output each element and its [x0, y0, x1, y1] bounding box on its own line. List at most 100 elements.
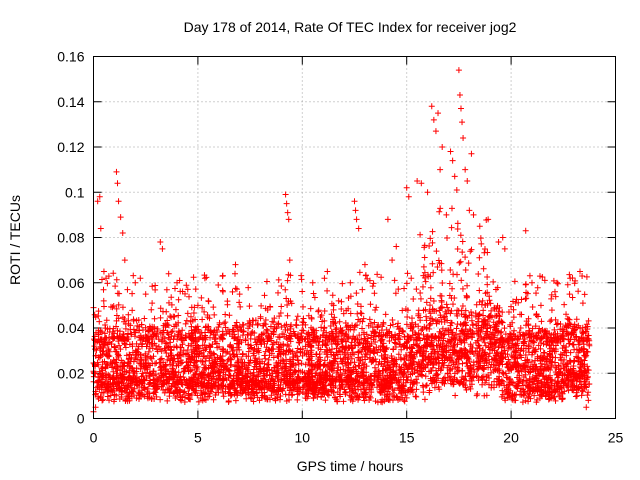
data-point	[454, 341, 461, 348]
data-point	[168, 294, 175, 301]
data-point	[298, 332, 305, 339]
data-point	[319, 338, 326, 345]
data-point	[448, 224, 455, 231]
data-point	[571, 280, 578, 287]
data-point	[204, 311, 211, 318]
data-point	[262, 355, 269, 362]
data-point	[269, 387, 276, 394]
data-point	[401, 387, 408, 394]
data-point	[348, 339, 355, 346]
data-point	[577, 378, 584, 385]
data-point	[285, 271, 292, 278]
data-point	[484, 249, 491, 256]
data-point	[465, 369, 472, 376]
data-point	[569, 387, 576, 394]
data-point	[397, 374, 404, 381]
data-point	[544, 379, 551, 386]
axis-tick-labels: 00.020.040.060.080.10.120.140.160 5 10 15 20…	[57, 49, 623, 446]
data-point	[235, 366, 242, 373]
data-point	[586, 341, 593, 348]
data-point	[429, 228, 436, 235]
data-point	[360, 379, 367, 386]
data-point	[579, 300, 586, 307]
data-point	[499, 309, 506, 316]
data-point	[141, 393, 148, 400]
data-point	[191, 350, 198, 357]
data-point	[446, 280, 453, 287]
data-point	[237, 303, 244, 310]
data-point	[256, 397, 263, 404]
data-point	[457, 258, 464, 265]
data-point	[567, 359, 574, 366]
data-point	[302, 375, 309, 382]
data-point	[436, 208, 443, 215]
data-point	[478, 326, 485, 333]
data-point	[546, 351, 553, 358]
data-point	[222, 319, 229, 326]
data-point	[204, 393, 211, 400]
data-point	[378, 274, 385, 281]
data-point	[565, 377, 572, 384]
data-point	[538, 386, 545, 393]
data-point	[298, 272, 305, 279]
data-point	[548, 307, 555, 314]
data-point	[246, 323, 253, 330]
data-point	[549, 377, 556, 384]
data-point	[375, 321, 382, 328]
data-point	[345, 334, 352, 341]
data-point	[245, 284, 252, 291]
data-point	[332, 355, 339, 362]
data-point	[276, 334, 283, 341]
data-point	[240, 328, 247, 335]
data-point	[551, 335, 558, 342]
data-point	[182, 320, 189, 327]
data-point	[199, 304, 206, 311]
data-point	[320, 362, 327, 369]
data-point	[271, 325, 278, 332]
data-point	[173, 387, 180, 394]
data-point	[154, 381, 161, 388]
data-point	[229, 347, 236, 354]
data-point	[427, 284, 434, 291]
data-point	[484, 281, 491, 288]
data-point	[184, 286, 191, 293]
data-point	[447, 366, 454, 373]
data-point	[213, 389, 220, 396]
data-point	[227, 341, 234, 348]
data-point	[241, 361, 248, 368]
data-point	[536, 336, 543, 343]
data-point	[163, 350, 170, 357]
data-point	[550, 277, 557, 284]
data-point	[510, 348, 517, 355]
chart-title: Day 178 of 2014, Rate Of TEC Index for r…	[184, 19, 517, 35]
data-point	[508, 344, 515, 351]
data-point	[378, 360, 385, 367]
data-point	[395, 326, 402, 333]
data-point	[541, 327, 548, 334]
data-point	[430, 298, 437, 305]
data-point	[534, 284, 541, 291]
data-point	[541, 277, 548, 284]
data-point	[405, 357, 412, 364]
data-point	[438, 293, 445, 300]
data-point	[445, 362, 452, 369]
data-point	[368, 334, 375, 341]
data-point	[167, 388, 174, 395]
data-point	[478, 301, 485, 308]
data-point	[260, 368, 267, 375]
data-point	[368, 359, 375, 366]
data-point	[292, 368, 299, 375]
data-point	[328, 336, 335, 343]
data-point	[127, 363, 134, 370]
data-point	[554, 336, 561, 343]
data-point	[422, 278, 429, 285]
data-point	[160, 322, 167, 329]
data-point	[388, 352, 395, 359]
data-point	[259, 392, 266, 399]
data-point	[232, 322, 239, 329]
data-point	[526, 272, 533, 279]
data-point	[462, 347, 469, 354]
data-point	[186, 293, 193, 300]
data-point	[308, 315, 315, 322]
data-point	[197, 394, 204, 401]
